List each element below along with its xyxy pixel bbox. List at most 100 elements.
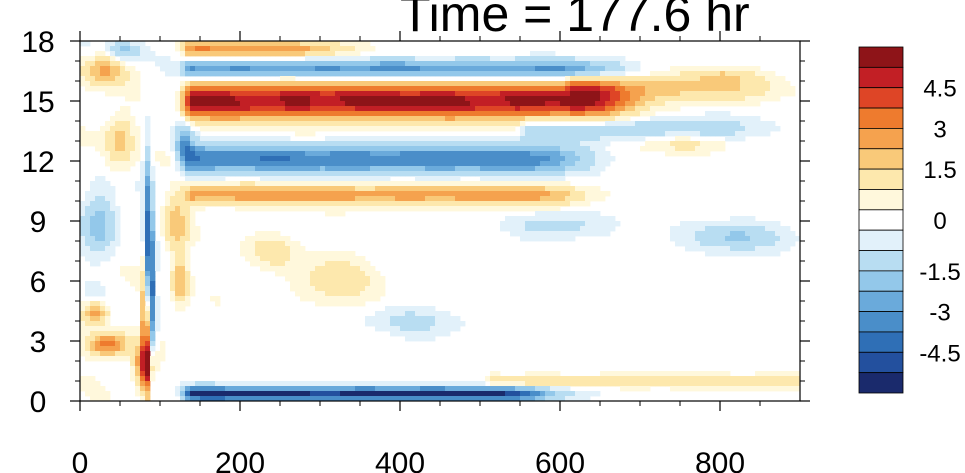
field-cell	[255, 136, 261, 142]
field-cell	[515, 86, 521, 92]
field-cell	[290, 101, 296, 107]
field-cell	[525, 96, 531, 102]
field-cell	[395, 156, 401, 162]
field-cell	[340, 71, 346, 77]
field-cell	[455, 186, 461, 192]
field-cell	[195, 156, 201, 162]
field-cell	[265, 261, 271, 267]
field-cell	[540, 206, 546, 212]
field-cell	[665, 91, 671, 97]
field-cell	[695, 241, 701, 247]
field-cell	[340, 116, 346, 122]
field-cell	[205, 41, 211, 47]
field-cell	[485, 161, 491, 167]
field-cell	[90, 201, 96, 207]
field-cell	[195, 121, 201, 127]
field-cell	[110, 331, 116, 337]
field-cell	[535, 61, 541, 67]
field-cell	[270, 166, 276, 172]
field-cell	[95, 326, 101, 332]
field-cell	[500, 161, 506, 167]
field-cell	[380, 186, 386, 192]
field-cell	[450, 161, 456, 167]
field-cell	[335, 191, 341, 197]
field-cell	[430, 56, 436, 62]
field-cell	[510, 151, 516, 157]
field-cell	[700, 91, 706, 97]
field-cell	[510, 61, 516, 67]
field-cell	[185, 381, 191, 387]
field-cell	[95, 146, 101, 152]
field-cell	[120, 116, 126, 122]
field-cell	[350, 156, 356, 162]
field-cell	[560, 386, 566, 392]
field-cell	[345, 126, 351, 132]
field-cell	[595, 381, 601, 387]
field-cell	[265, 386, 271, 392]
field-cell	[205, 181, 211, 187]
field-cell	[335, 86, 341, 92]
field-cell	[250, 41, 256, 47]
field-cell	[420, 81, 426, 87]
field-cell	[495, 201, 501, 207]
field-cell	[335, 61, 341, 67]
field-cell	[355, 181, 361, 187]
field-cell	[295, 61, 301, 67]
field-cell	[520, 236, 526, 242]
field-cell	[315, 386, 321, 392]
field-cell	[360, 261, 366, 267]
field-cell	[150, 331, 156, 337]
field-cell	[325, 396, 331, 402]
field-cell	[195, 41, 201, 47]
field-cell	[350, 151, 356, 157]
field-cell	[100, 306, 106, 312]
field-cell	[260, 136, 266, 142]
field-cell	[80, 246, 86, 252]
field-cell	[435, 201, 441, 207]
field-cell	[605, 131, 611, 137]
field-cell	[165, 206, 171, 212]
field-cell	[650, 116, 656, 122]
field-cell	[345, 156, 351, 162]
field-cell	[370, 291, 376, 297]
field-cell	[775, 126, 781, 132]
field-cell	[710, 121, 716, 127]
field-cell	[140, 276, 146, 282]
field-cell	[585, 66, 591, 72]
field-cell	[755, 76, 761, 82]
field-cell	[200, 46, 206, 52]
field-cell	[730, 76, 736, 82]
field-cell	[435, 396, 441, 402]
field-cell	[645, 371, 651, 377]
field-cell	[310, 56, 316, 62]
field-cell	[290, 261, 296, 267]
field-cell	[85, 61, 91, 67]
field-cell	[290, 266, 296, 272]
field-cell	[355, 396, 361, 402]
field-cell	[385, 386, 391, 392]
field-cell	[530, 96, 536, 102]
field-cell	[280, 126, 286, 132]
field-cell	[270, 101, 276, 107]
field-cell	[365, 191, 371, 197]
field-cell	[145, 241, 151, 247]
field-cell	[370, 396, 376, 402]
field-cell	[150, 236, 156, 242]
field-cell	[490, 81, 496, 87]
field-cell	[335, 276, 341, 282]
field-cell	[335, 381, 341, 387]
field-cell	[285, 391, 291, 397]
field-cell	[80, 136, 86, 142]
field-cell	[420, 206, 426, 212]
field-cell	[405, 161, 411, 167]
field-cell	[335, 111, 341, 117]
field-cell	[545, 206, 551, 212]
field-cell	[715, 111, 721, 117]
field-cell	[80, 301, 86, 307]
field-cell	[600, 91, 606, 97]
field-cell	[335, 251, 341, 257]
field-cell	[260, 121, 266, 127]
field-cell	[755, 381, 761, 387]
field-cell	[255, 141, 261, 147]
field-cell	[130, 51, 136, 57]
